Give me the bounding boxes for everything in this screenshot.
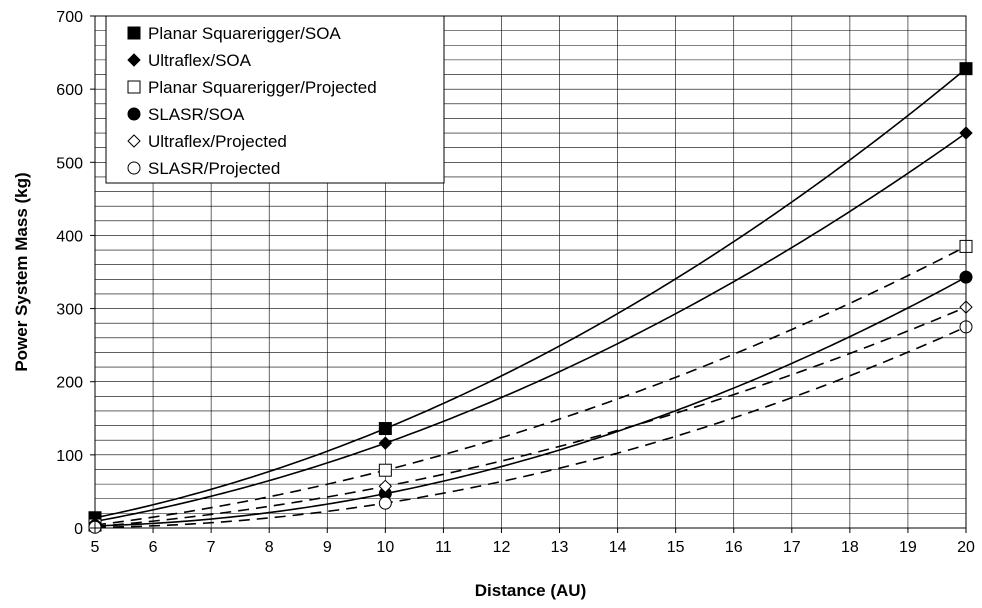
x-tick-label: 6	[149, 539, 158, 556]
y-tick-label: 500	[56, 155, 83, 172]
x-tick-label: 7	[207, 539, 216, 556]
series-line	[94, 132, 967, 523]
data-point	[378, 479, 393, 494]
legend-label: SLASR/Projected	[148, 159, 280, 178]
legend-label: Ultraflex/Projected	[148, 132, 287, 151]
series-line	[94, 276, 967, 527]
legend: Planar Squarerigger/SOA Ultraflex/SOA Plan…	[105, 15, 445, 184]
x-tick-label: 19	[899, 539, 917, 556]
series-line	[94, 306, 967, 528]
y-tick-label: 0	[74, 521, 83, 538]
legend-marker	[127, 26, 141, 40]
x-axis-title: Distance (AU)	[475, 581, 586, 600]
legend-marker	[127, 107, 141, 121]
series-lines	[94, 68, 967, 529]
y-tick-label: 700	[56, 9, 83, 26]
x-tick-label: 20	[957, 539, 975, 556]
y-tick-label: 300	[56, 302, 83, 319]
legend-marker	[127, 161, 141, 175]
legend-label: Ultraflex/SOA	[148, 51, 252, 70]
x-tick-label: 9	[323, 539, 332, 556]
x-tick-label: 18	[841, 539, 859, 556]
y-tick-label: 200	[56, 375, 83, 392]
legend-box	[105, 15, 445, 184]
series-line	[94, 68, 967, 519]
legend-marker	[127, 53, 141, 67]
x-tick-label: 15	[667, 539, 685, 556]
series-line	[94, 245, 967, 526]
y-tick-label: 100	[56, 448, 83, 465]
data-point	[378, 436, 393, 450]
legend-marker	[127, 134, 141, 148]
x-tick-label: 16	[725, 539, 743, 556]
x-tick-label: 11	[435, 539, 452, 556]
x-tick-label: 10	[376, 539, 394, 556]
y-tick-label: 400	[56, 228, 83, 245]
legend-marker	[127, 80, 141, 94]
data-point	[378, 463, 392, 477]
data-point	[378, 496, 392, 510]
legend-label: Planar Squarerigger/Projected	[148, 78, 377, 97]
data-point	[378, 422, 392, 436]
y-tick-label: 600	[56, 82, 83, 99]
legend-label: SLASR/SOA	[148, 105, 245, 124]
series-line	[94, 326, 967, 529]
y-axis-title: Power System Mass (kg)	[12, 172, 31, 371]
x-tick-label: 8	[265, 539, 274, 556]
y-axis-ticks: 0 100 200 300 400 500 600 700	[56, 9, 95, 538]
x-tick-label: 17	[783, 539, 801, 556]
x-tick-label: 5	[91, 539, 100, 556]
x-tick-label: 12	[493, 539, 511, 556]
legend-label: Planar Squarerigger/SOA	[148, 24, 341, 43]
x-tick-label: 13	[551, 539, 569, 556]
plot-area-frame	[94, 15, 967, 529]
x-tick-label: 14	[609, 539, 627, 556]
x-axis-ticks: 5 6 7 8 9 10 11 12 13 14 15 16 17 18 19 20	[91, 528, 975, 556]
